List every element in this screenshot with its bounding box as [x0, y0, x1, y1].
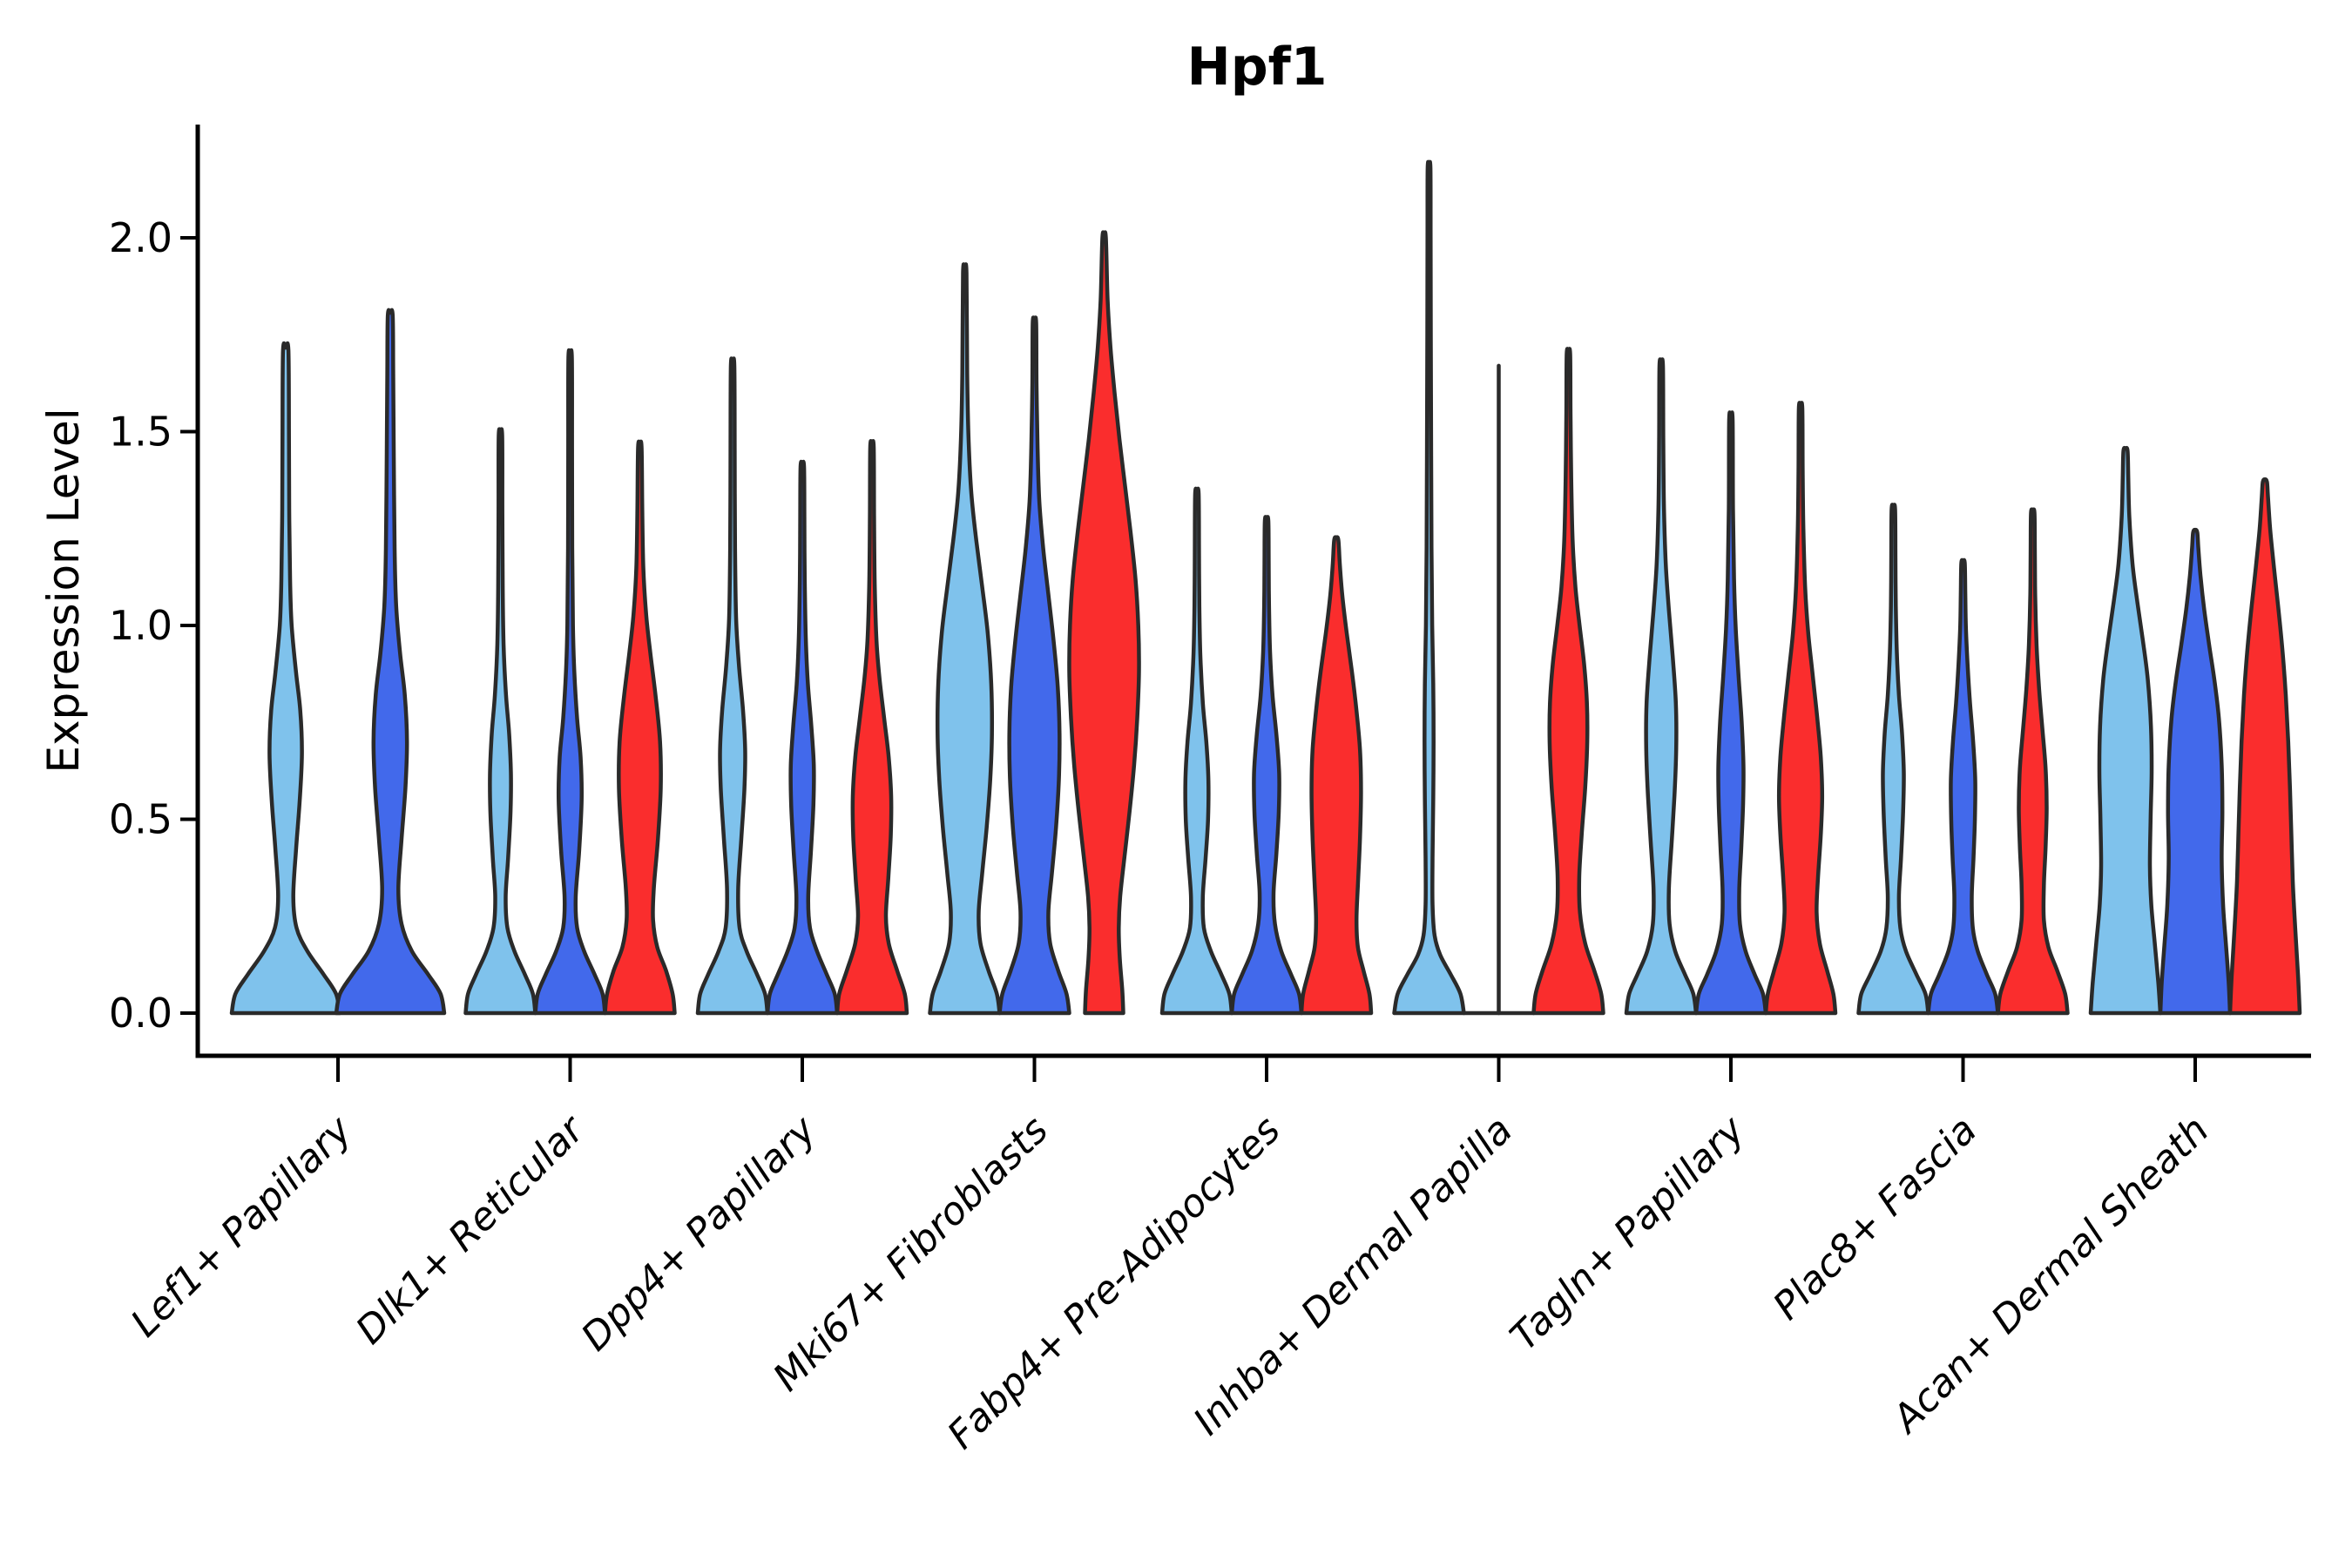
y-axis-label: Expression Level [38, 408, 89, 774]
violin-acan-dermal-sheath-light-blue [2088, 445, 2163, 1016]
y-tick-label: 0.5 [109, 796, 172, 843]
violin-mki67-fibroblasts-light-blue [928, 262, 1002, 1016]
violin-mki67-fibroblasts-red [1067, 230, 1141, 1016]
violin-plac8-fascia-red [1996, 507, 2070, 1016]
violin-tagln-papillary-dark-blue [1693, 410, 1768, 1016]
violin-fabp4-pre-adipocytes-dark-blue [1229, 515, 1304, 1016]
violin-dpp4-papillary-light-blue [695, 356, 770, 1016]
x-tick-label: Tagln+ Papillary [1502, 1107, 1754, 1359]
violin-inhba-dermal-papilla-red [1531, 347, 1605, 1016]
x-tick-label: Plac8+ Fascia [1765, 1108, 1985, 1328]
violin-tagln-papillary-light-blue [1624, 357, 1699, 1016]
violin-plac8-fascia-dark-blue [1926, 558, 2000, 1016]
violin-dlk1-reticular-red [603, 439, 677, 1016]
y-tick-label: 1.0 [109, 602, 172, 649]
violin-acan-dermal-sheath-dark-blue [2158, 527, 2233, 1016]
violin-tagln-papillary-red [1763, 401, 1838, 1016]
violin-dpp4-papillary-red [835, 439, 909, 1016]
violin-dlk1-reticular-light-blue [463, 427, 537, 1016]
chart-title: Hpf1 [1186, 37, 1328, 98]
x-tick-label: Dlk1+ Reticular [348, 1106, 594, 1353]
violin-lef1-papillary-light-blue [229, 341, 342, 1016]
violin-dpp4-papillary-dark-blue [765, 459, 840, 1016]
x-tick-label: Lef1+ Papillary [123, 1107, 362, 1346]
violin-plac8-fascia-light-blue [1856, 503, 1930, 1016]
violin-acan-dermal-sheath-red [2227, 477, 2302, 1016]
y-tick-label: 1.5 [109, 409, 172, 456]
violin-mki67-fibroblasts-dark-blue [997, 315, 1071, 1016]
y-tick-label: 0.0 [109, 990, 172, 1037]
y-tick-label: 2.0 [109, 214, 172, 261]
violin-fabp4-pre-adipocytes-light-blue [1159, 486, 1234, 1016]
violin-fabp4-pre-adipocytes-red [1299, 535, 1374, 1016]
violin-dlk1-reticular-dark-blue [533, 348, 607, 1016]
violin-lef1-papillary-dark-blue [334, 308, 447, 1016]
violin-inhba-dermal-papilla-light-blue [1392, 159, 1466, 1016]
x-tick-label: Dpp4+ Papillary [573, 1107, 826, 1360]
